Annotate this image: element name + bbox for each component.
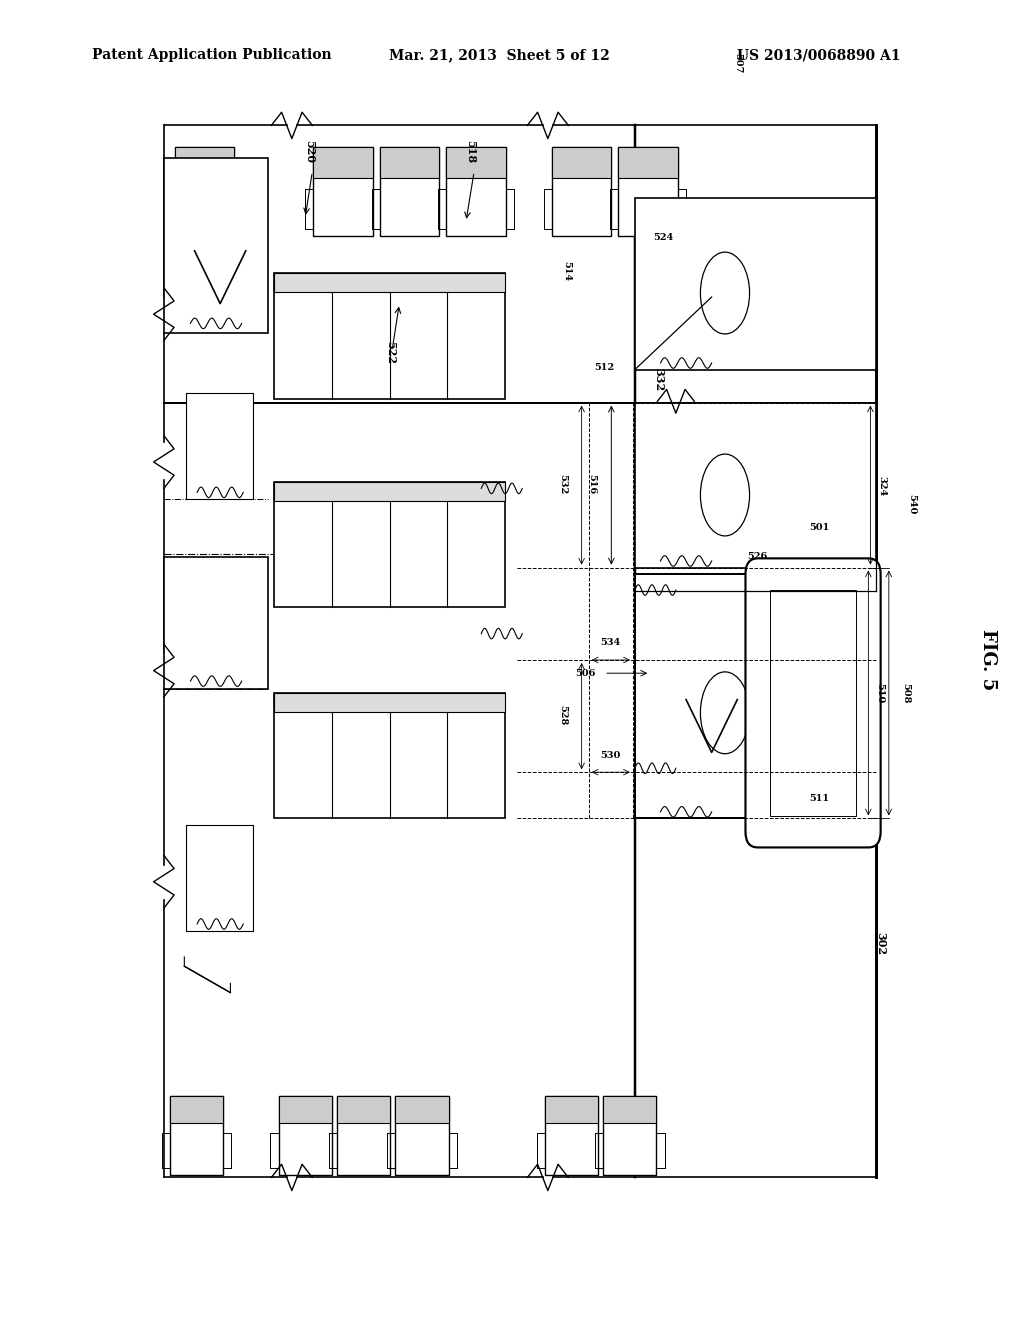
Bar — [836, 581, 861, 812]
Bar — [778, 581, 804, 812]
Text: 501: 501 — [809, 524, 829, 532]
Bar — [164, 557, 268, 689]
Text: 514: 514 — [562, 260, 571, 281]
Bar — [337, 1096, 390, 1175]
Bar — [395, 1096, 449, 1123]
Bar — [186, 393, 253, 499]
Bar — [603, 1096, 656, 1175]
Text: 534: 534 — [600, 638, 621, 647]
Ellipse shape — [700, 672, 750, 754]
Text: 324: 324 — [878, 475, 887, 496]
Text: 512: 512 — [594, 363, 614, 372]
Text: 532: 532 — [558, 474, 567, 495]
Bar — [274, 482, 505, 500]
Text: 511: 511 — [809, 795, 829, 804]
Text: 528: 528 — [558, 705, 567, 726]
Bar — [279, 1096, 332, 1123]
Bar — [380, 147, 439, 178]
Bar — [446, 147, 506, 236]
Bar — [274, 693, 505, 818]
Ellipse shape — [700, 252, 750, 334]
Bar — [170, 1096, 223, 1123]
Text: FIG. 5: FIG. 5 — [979, 630, 997, 690]
Text: 522: 522 — [385, 341, 395, 364]
FancyBboxPatch shape — [745, 558, 881, 847]
Text: 507: 507 — [733, 53, 741, 74]
Bar — [618, 147, 678, 236]
Text: 516: 516 — [587, 474, 596, 495]
Bar — [313, 147, 373, 178]
Bar — [552, 147, 611, 178]
Bar — [274, 273, 505, 292]
Text: 540: 540 — [907, 494, 915, 515]
Bar — [618, 147, 678, 178]
Bar — [186, 825, 253, 931]
Bar — [552, 147, 611, 236]
Bar — [164, 158, 268, 333]
Bar — [274, 482, 505, 607]
Text: Patent Application Publication: Patent Application Publication — [92, 49, 332, 62]
Bar — [175, 147, 234, 178]
Ellipse shape — [700, 454, 750, 536]
Bar — [380, 147, 439, 236]
Text: 520: 520 — [304, 140, 314, 164]
Bar — [175, 147, 234, 236]
Text: 518: 518 — [466, 140, 476, 164]
Bar — [635, 574, 876, 818]
Text: US 2013/0068890 A1: US 2013/0068890 A1 — [737, 49, 901, 62]
Bar — [337, 1096, 390, 1123]
Ellipse shape — [199, 421, 242, 498]
Text: 524: 524 — [653, 234, 674, 242]
Text: 526: 526 — [748, 552, 768, 561]
Text: Mar. 21, 2013  Sheet 5 of 12: Mar. 21, 2013 Sheet 5 of 12 — [389, 49, 610, 62]
Text: 530: 530 — [600, 751, 621, 760]
Bar — [545, 1096, 598, 1123]
Bar — [635, 403, 876, 568]
Bar — [279, 1096, 332, 1175]
Text: 332: 332 — [653, 368, 665, 392]
Bar — [807, 581, 833, 812]
Ellipse shape — [199, 853, 242, 929]
Bar — [635, 198, 876, 370]
Bar — [395, 1096, 449, 1175]
Bar — [274, 273, 505, 399]
Text: 510: 510 — [876, 682, 885, 704]
Bar — [313, 147, 373, 236]
Bar — [274, 693, 505, 711]
Bar — [603, 1096, 656, 1123]
Bar — [170, 1096, 223, 1175]
Text: 506: 506 — [575, 669, 596, 677]
Text: 302: 302 — [876, 932, 886, 956]
Bar — [770, 590, 856, 816]
Text: 508: 508 — [901, 682, 910, 704]
Bar — [545, 1096, 598, 1175]
Bar — [446, 147, 506, 178]
